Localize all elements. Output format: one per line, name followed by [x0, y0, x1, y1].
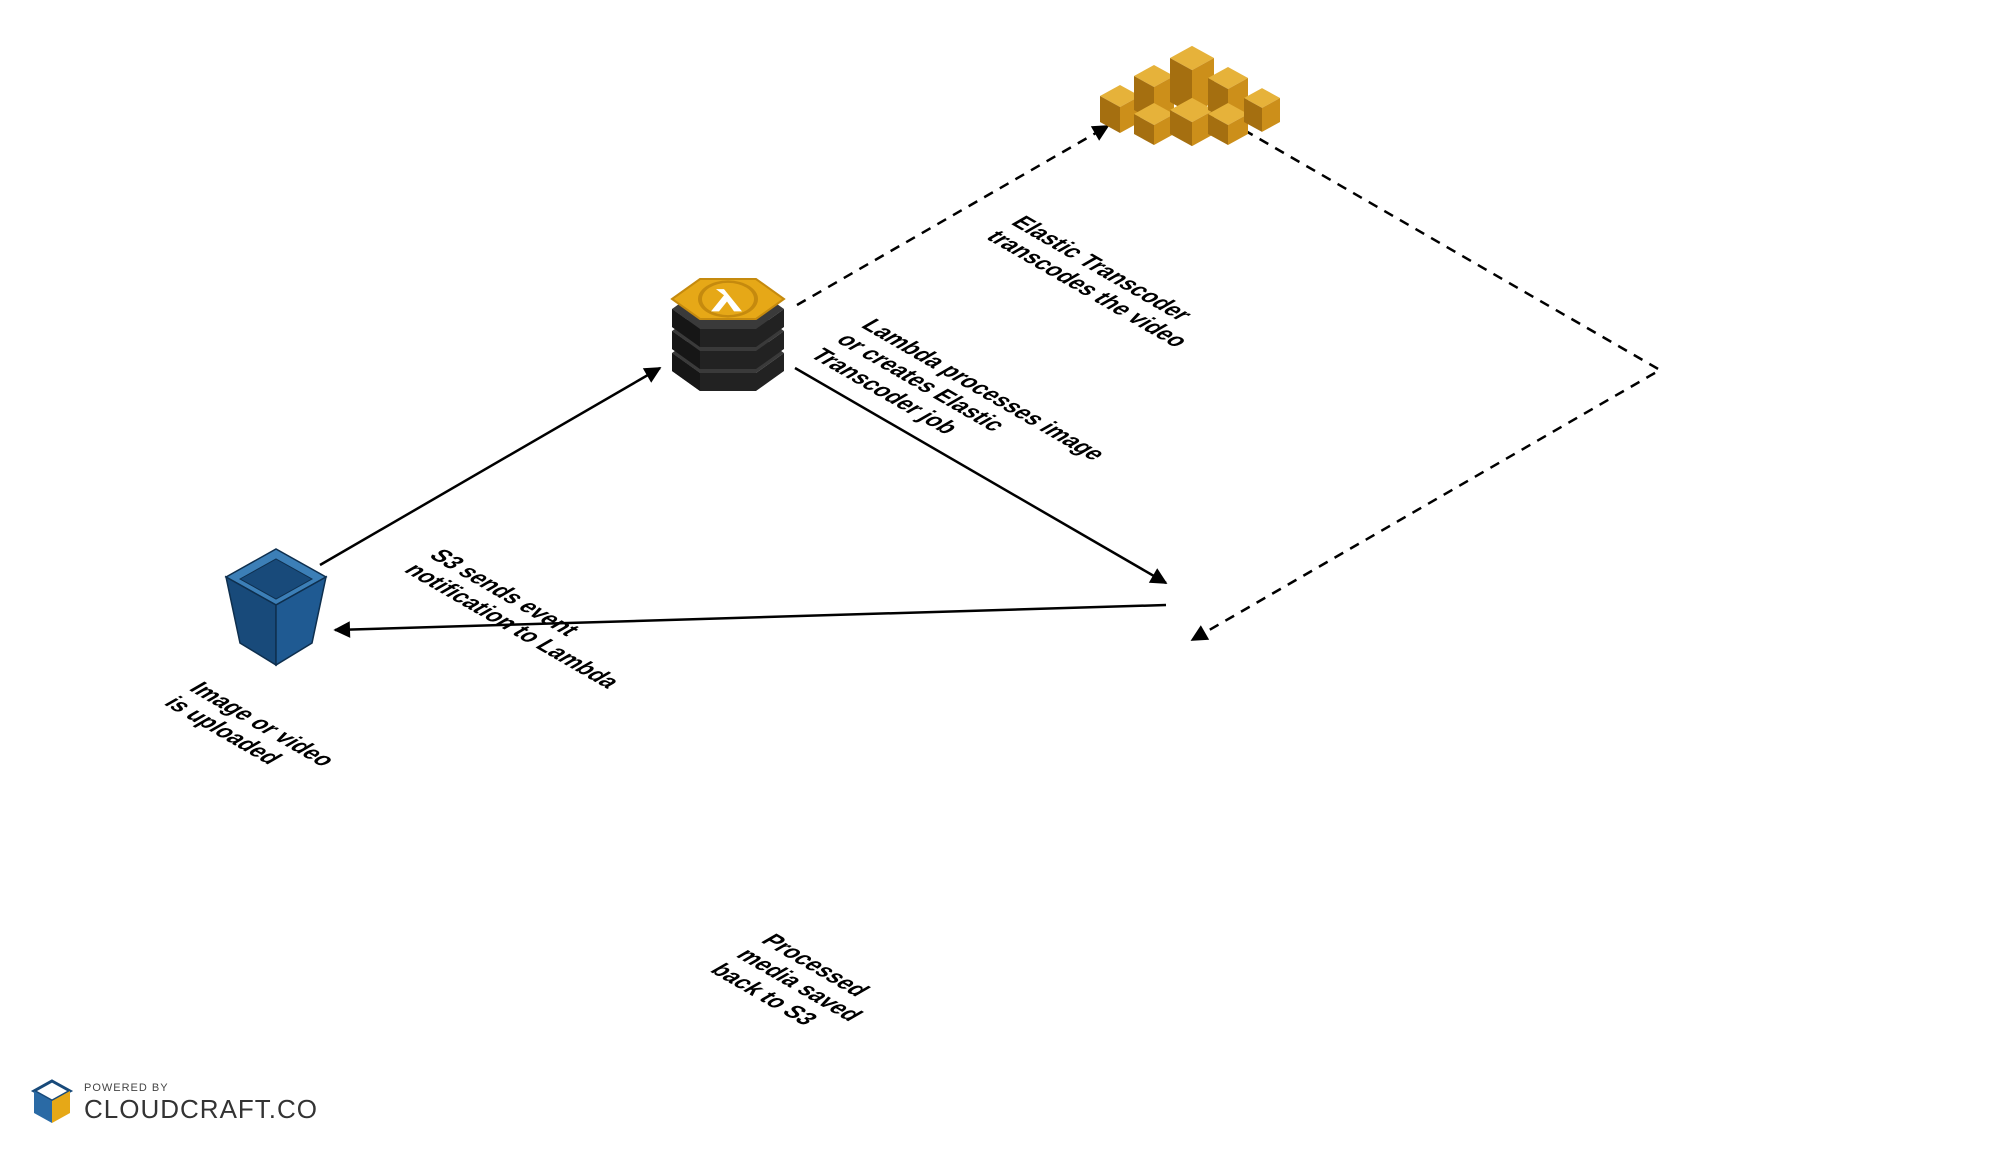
brand-label: CLOUDCRAFT.CO: [84, 1094, 318, 1125]
powered-by-label: POWERED BY: [84, 1082, 318, 1094]
elastic-transcoder-icon: [1100, 46, 1280, 146]
edge-s3-to-lambda: [320, 368, 660, 565]
cloudcraft-logo-icon: [30, 1079, 74, 1127]
architecture-diagram: [0, 0, 2000, 1155]
lambda-icon: [672, 279, 784, 391]
attribution: POWERED BY CLOUDCRAFT.CO: [30, 1079, 318, 1127]
edge-et-to-junction: [1192, 130, 1660, 640]
s3-bucket-icon: [226, 549, 326, 665]
